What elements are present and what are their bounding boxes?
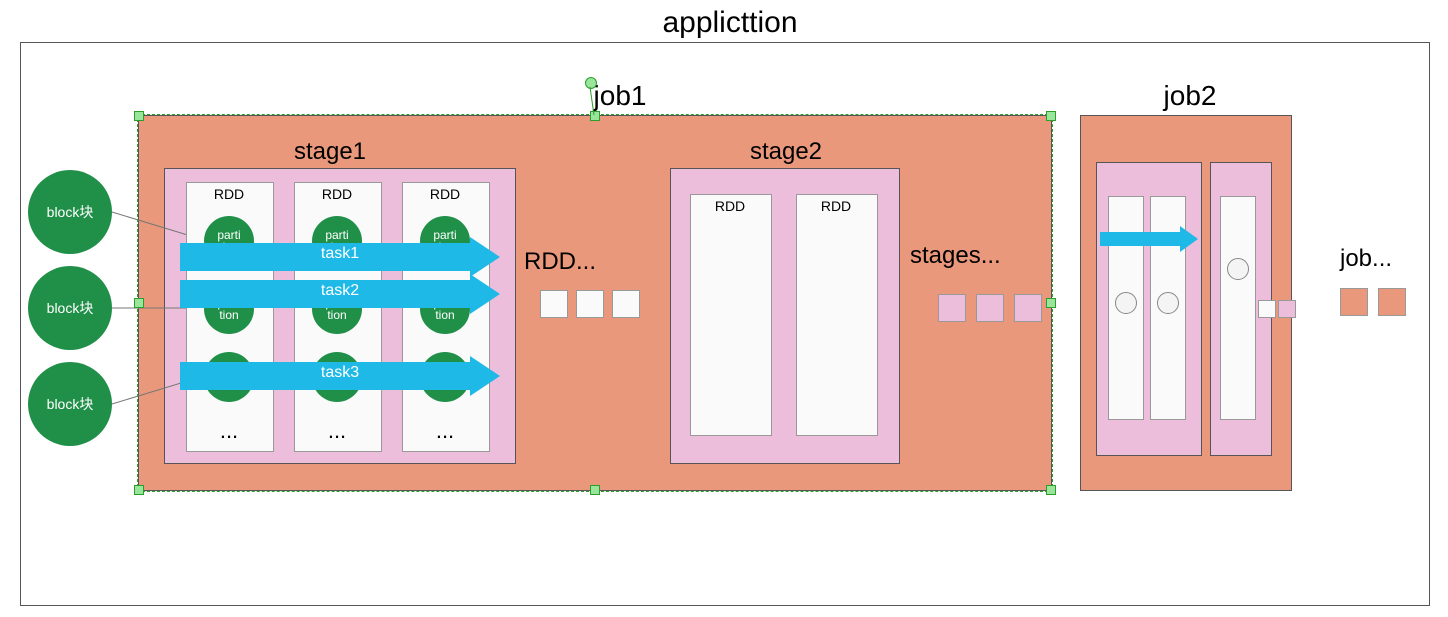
job2-task-arrow (1100, 226, 1198, 252)
application-title: applicttion (600, 6, 860, 40)
job2-partition-circle (1115, 292, 1137, 314)
selection-handle[interactable] (134, 111, 144, 121)
selection-handle[interactable] (134, 298, 144, 308)
rdd-header: RDD (402, 186, 488, 204)
stages-more-box (976, 294, 1004, 322)
jobs-more-box (1378, 288, 1406, 316)
stage2-title: stage2 (716, 138, 856, 168)
task-arrow-2 (180, 274, 500, 314)
rdd-header: RDD (186, 186, 272, 204)
job2-more-box (1258, 300, 1276, 318)
stages-more-box (938, 294, 966, 322)
stage1-title: stage1 (260, 138, 400, 168)
rdd-header: RDD (294, 186, 380, 204)
rdd-ellipsis: ... (186, 418, 272, 442)
stages-more-label: stages... (910, 242, 1040, 272)
selection-handle[interactable] (1046, 298, 1056, 308)
block-circle: block块 (28, 266, 112, 350)
rdd-header: RDD (796, 198, 876, 216)
job2-partition-circle (1157, 292, 1179, 314)
job1-title: job1 (560, 80, 680, 114)
selection-rotate-handle[interactable] (585, 77, 597, 89)
rdd-more-label: RDD... (524, 248, 644, 278)
task-arrow-1 (180, 237, 500, 277)
task-arrow-3 (180, 356, 500, 396)
job2-rdd-column (1220, 196, 1256, 420)
selection-handle[interactable] (1046, 111, 1056, 121)
selection-handle[interactable] (1046, 485, 1056, 495)
job2-partition-circle (1227, 258, 1249, 280)
block-circle: block块 (28, 170, 112, 254)
stage2-rdd-column (690, 194, 772, 436)
rdd-more-box (576, 290, 604, 318)
block-circle: block块 (28, 362, 112, 446)
selection-handle[interactable] (134, 485, 144, 495)
stages-more-box (1014, 294, 1042, 322)
jobs-more-label: job... (1340, 245, 1430, 275)
rdd-more-box (612, 290, 640, 318)
rdd-ellipsis: ... (294, 418, 380, 442)
job2-more-box (1278, 300, 1296, 318)
rdd-header: RDD (690, 198, 770, 216)
rdd-more-box (540, 290, 568, 318)
rdd-ellipsis: ... (402, 418, 488, 442)
job2-title: job2 (1130, 80, 1250, 114)
selection-handle[interactable] (590, 485, 600, 495)
stage2-rdd-column (796, 194, 878, 436)
selection-handle[interactable] (590, 111, 600, 121)
jobs-more-box (1340, 288, 1368, 316)
